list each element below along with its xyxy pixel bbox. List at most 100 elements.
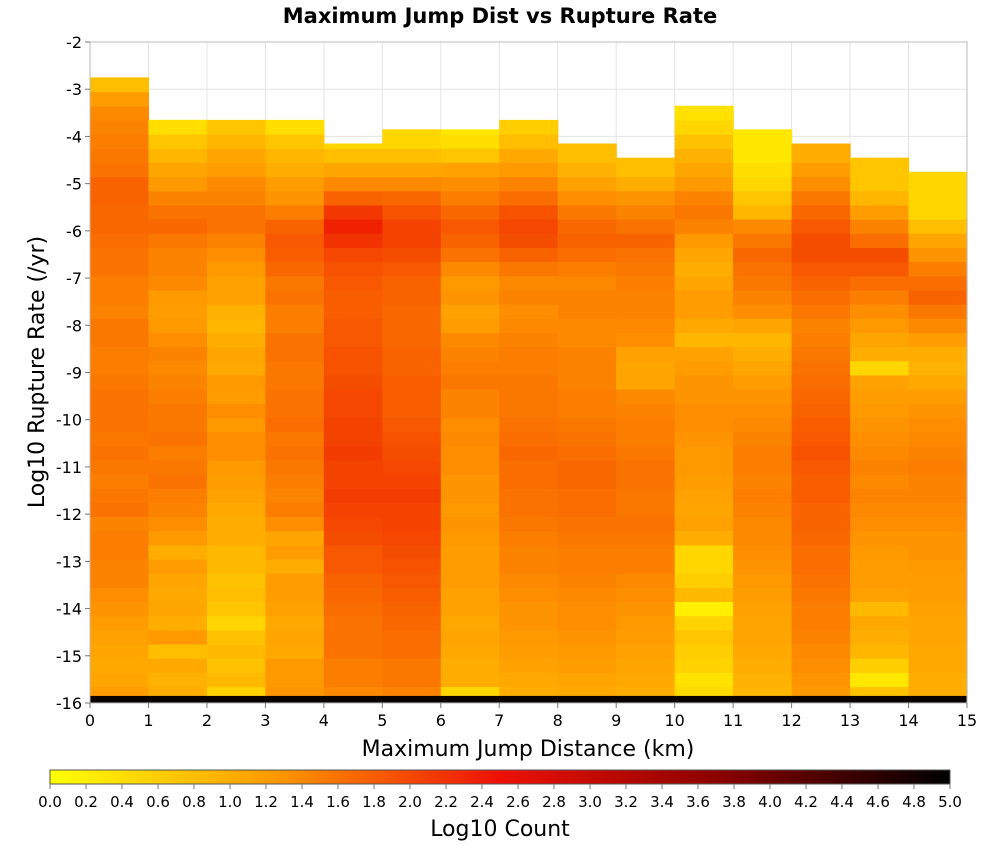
heatmap-cell xyxy=(90,233,150,248)
heatmap-cell xyxy=(674,629,734,645)
heatmap-cell xyxy=(90,289,150,305)
heatmap-cell xyxy=(148,403,208,418)
heatmap-cell xyxy=(323,558,383,574)
heatmap-cell xyxy=(206,615,266,631)
heatmap-cell xyxy=(908,332,968,348)
heatmap-cell xyxy=(265,544,325,560)
heatmap-cell xyxy=(557,629,617,645)
heatmap-cell xyxy=(499,558,559,574)
heatmap-cell xyxy=(791,431,851,447)
heatmap-cell xyxy=(674,304,734,319)
heatmap-cell xyxy=(850,346,910,362)
heatmap-cell xyxy=(908,474,968,489)
heatmap-cell xyxy=(90,190,150,206)
heatmap-cell xyxy=(850,247,910,263)
heatmap-cell xyxy=(90,91,150,107)
heatmap-cell xyxy=(382,233,442,248)
heatmap-cell xyxy=(499,601,559,617)
y-tick-label: -7 xyxy=(66,269,82,288)
heatmap-cell xyxy=(148,389,208,404)
heatmap-cell xyxy=(791,474,851,489)
heatmap-cell xyxy=(148,247,208,263)
heatmap-cell xyxy=(148,516,208,532)
heatmap-cell xyxy=(908,643,968,659)
heatmap-cell xyxy=(908,219,968,234)
heatmap-cell xyxy=(265,176,325,192)
heatmap-cell xyxy=(206,346,266,362)
heatmap-cell xyxy=(733,389,793,404)
heatmap-cell xyxy=(499,374,559,390)
heatmap-cell xyxy=(557,643,617,659)
heatmap-cell xyxy=(850,261,910,277)
heatmap-cell xyxy=(557,219,617,234)
heatmap-cell xyxy=(90,587,150,603)
heatmap-cell xyxy=(206,304,266,319)
heatmap-cell xyxy=(674,162,734,178)
heatmap-cell xyxy=(323,643,383,659)
colorbar-tick-label: 4.4 xyxy=(830,793,854,811)
heatmap-cell xyxy=(674,587,734,603)
heatmap-cell xyxy=(440,643,500,659)
y-tick-label: -5 xyxy=(66,175,82,194)
heatmap-cell xyxy=(90,219,150,234)
heatmap-cell xyxy=(557,143,617,163)
colorbar-tick-label: 3.2 xyxy=(614,793,638,811)
heatmap-cell xyxy=(90,304,150,319)
heatmap-cell xyxy=(206,247,266,263)
x-axis-label: Maximum Jump Distance (km) xyxy=(362,737,695,762)
heatmap-cell xyxy=(323,289,383,305)
heatmap-cell xyxy=(499,672,559,688)
heatmap-cell xyxy=(90,247,150,263)
heatmap-cell xyxy=(674,459,734,475)
heatmap-cell xyxy=(265,530,325,546)
heatmap-cell xyxy=(90,148,150,163)
heatmap-cell xyxy=(791,346,851,362)
heatmap-cell xyxy=(616,176,676,192)
heatmap-cell xyxy=(90,374,150,390)
heatmap-cell xyxy=(791,219,851,234)
heatmap-cell xyxy=(323,219,383,234)
heatmap-cell xyxy=(908,275,968,291)
heatmap-cell xyxy=(674,233,734,248)
heatmap-cell xyxy=(674,148,734,163)
heatmap-cell xyxy=(733,247,793,263)
heatmap-cell xyxy=(148,346,208,362)
heatmap-cell xyxy=(616,629,676,645)
heatmap-cell xyxy=(791,658,851,673)
heatmap-cell xyxy=(733,530,793,546)
heatmap-cell xyxy=(440,587,500,603)
heatmap-cell xyxy=(440,233,500,248)
heatmap-cell xyxy=(265,474,325,489)
heatmap-cell xyxy=(616,204,676,220)
heatmap-cell xyxy=(265,360,325,376)
heatmap-cell xyxy=(499,162,559,178)
heatmap-cell xyxy=(382,544,442,560)
heatmap-cell xyxy=(850,459,910,475)
colorbar-tick-label: 5.0 xyxy=(938,793,962,811)
heatmap-cell xyxy=(90,332,150,348)
heatmap-cell xyxy=(557,516,617,532)
heatmap-cell xyxy=(791,488,851,503)
heatmap-cell xyxy=(90,119,150,135)
heatmap-cell xyxy=(382,417,442,433)
heatmap-cell xyxy=(499,445,559,461)
heatmap-cell xyxy=(382,672,442,688)
heatmap-cell xyxy=(323,318,383,333)
heatmap-cell xyxy=(323,247,383,263)
heatmap-cell xyxy=(791,204,851,220)
heatmap-cell xyxy=(206,601,266,617)
heatmap-cell xyxy=(382,615,442,631)
heatmap-cell xyxy=(440,346,500,362)
heatmap-cell xyxy=(90,488,150,503)
heatmap-cell xyxy=(90,558,150,574)
heatmap-cell xyxy=(850,544,910,560)
heatmap-cell xyxy=(733,190,793,206)
heatmap-cell xyxy=(791,233,851,248)
heatmap-cell xyxy=(791,629,851,645)
heatmap-cell xyxy=(616,304,676,319)
heatmap-cell xyxy=(499,204,559,220)
heatmap-cell xyxy=(850,431,910,447)
heatmap-cell xyxy=(908,459,968,475)
heatmap-cell xyxy=(499,360,559,376)
heatmap-cell xyxy=(908,417,968,433)
